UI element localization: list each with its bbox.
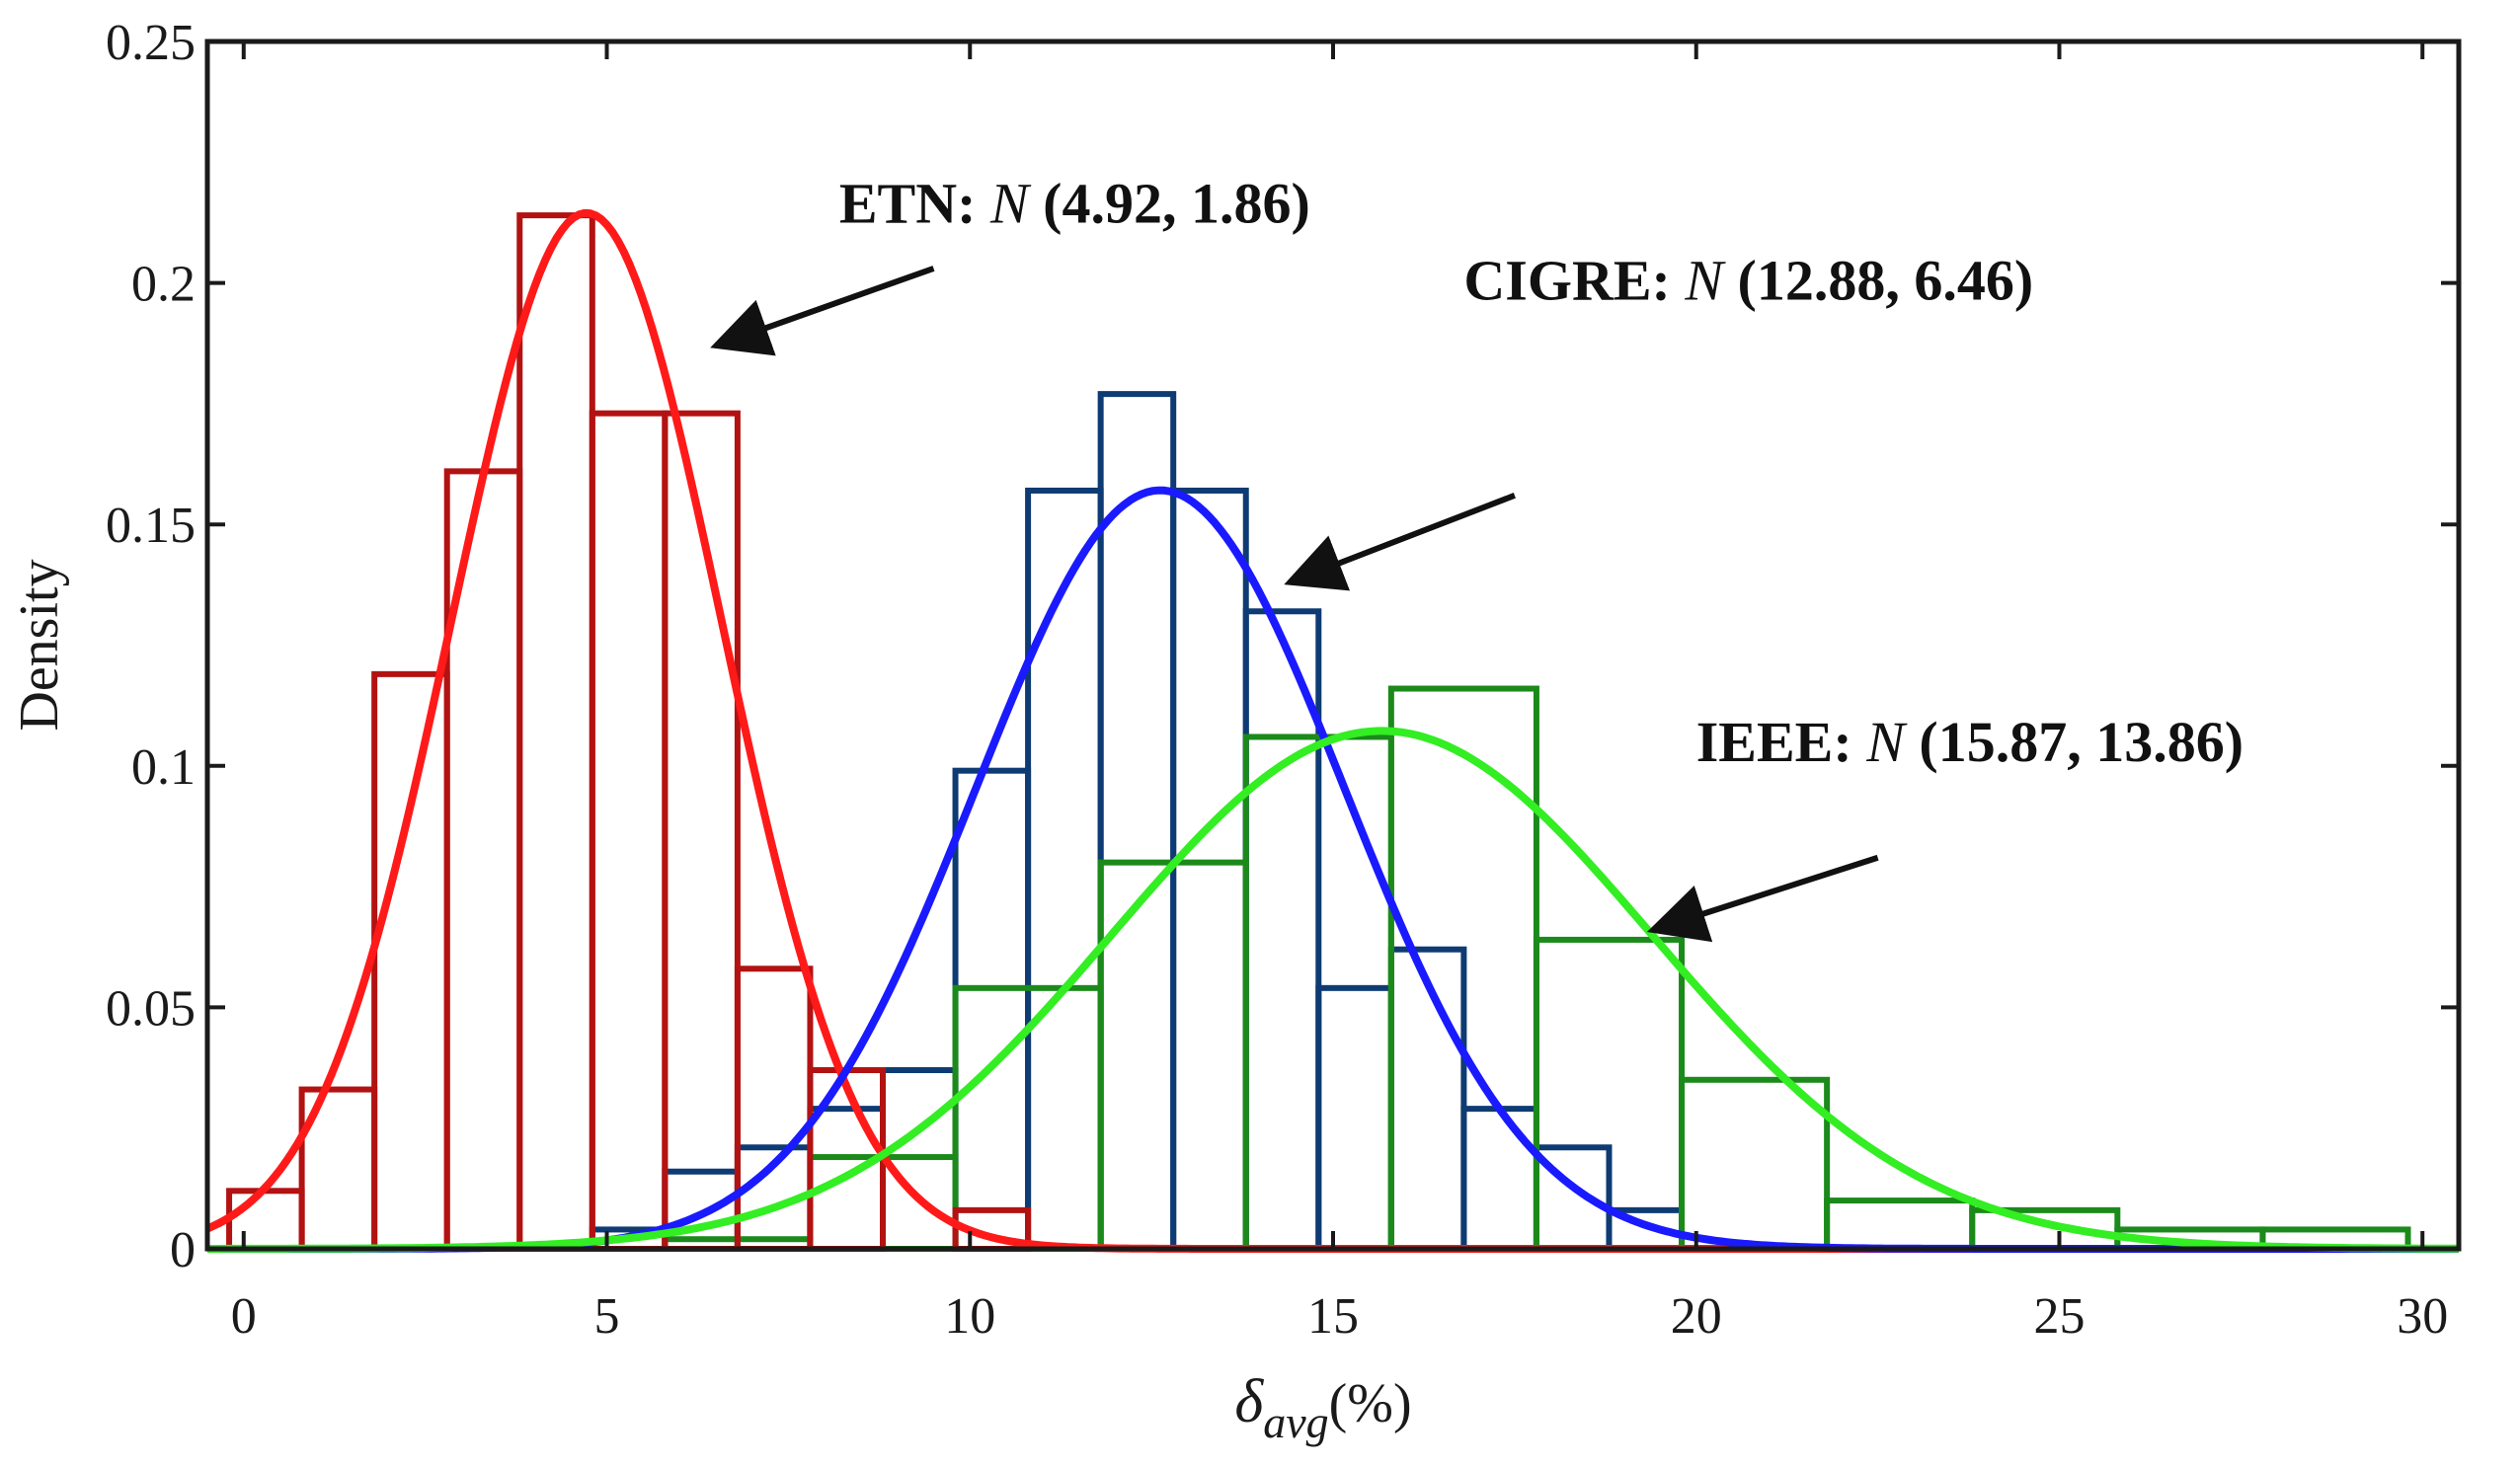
y-tick-label: 0.1	[131, 739, 196, 796]
cigre-annotation-text: CIGRE: N (12.88, 6.46)	[1463, 249, 2033, 313]
axis-labels: 0 5 10 15 20 25 30 0 0.05 0.1 0.15 0.2 0.25 Density δa…	[9, 15, 2448, 1447]
etn-annotation-text: ETN: N (4.92, 1.86)	[839, 171, 1310, 235]
plot-frame	[204, 39, 2462, 1252]
etn-bar	[371, 670, 450, 1252]
cigre-annotation: CIGRE: N (12.88, 6.46)	[1284, 249, 2033, 591]
x-tick-label: 10	[944, 1288, 995, 1345]
x-axis-unit: (%)	[1329, 1373, 1412, 1434]
x-tick-label: 25	[2033, 1288, 2085, 1345]
cigre-bar	[1025, 487, 1104, 1252]
x-axis-symbol: δ	[1234, 1368, 1264, 1435]
ieee-annotation-text: IEEE: N (15.87, 13.86)	[1696, 710, 2244, 774]
ieee-bar	[1679, 1076, 1831, 1253]
annotations: ETN: N (4.92, 1.86) CIGRE: N (12.88, 6.46…	[710, 171, 2244, 943]
etn-annotation-arrow	[710, 266, 935, 356]
x-tick-label: 0	[231, 1288, 257, 1345]
y-tick-label: 0.2	[131, 257, 196, 313]
x-tick-label: 20	[1671, 1288, 1722, 1345]
x-tick-label: 15	[1307, 1288, 1359, 1345]
y-tick-label: 0.25	[106, 15, 196, 71]
x-axis-title: δavg(%)	[1234, 1368, 1411, 1447]
etn-bar	[516, 212, 595, 1252]
cigre-bar	[1170, 487, 1249, 1252]
x-tick-label: 5	[594, 1288, 620, 1345]
etn-bar	[226, 1188, 305, 1253]
y-tick-label: 0	[170, 1222, 196, 1278]
ieee-fit-curve	[207, 727, 2459, 1253]
y-tick-label: 0.05	[106, 980, 196, 1037]
plot-axes	[204, 39, 2462, 1252]
cigre-bar	[1315, 984, 1394, 1252]
etn-bar	[589, 410, 669, 1252]
cigre-annotation-arrow	[1284, 493, 1516, 591]
cigre-bar	[1387, 946, 1467, 1252]
y-tick-label: 0.15	[106, 498, 196, 554]
cigre-bar	[1097, 391, 1177, 1252]
x-tick-label: 30	[2397, 1288, 2448, 1345]
cigre-bar	[1460, 1106, 1539, 1252]
ieee-bar	[1824, 1198, 1976, 1252]
x-axis-subscript: avg	[1263, 1397, 1328, 1447]
y-axis-title: Density	[9, 559, 70, 731]
etn-annotation: ETN: N (4.92, 1.86)	[710, 171, 1310, 356]
cigre-bar	[952, 767, 1032, 1253]
cigre-fit-curve	[207, 486, 2459, 1253]
ieee-annotation: IEEE: N (15.87, 13.86)	[1646, 710, 2244, 943]
ieee-annotation-arrow	[1646, 854, 1879, 943]
